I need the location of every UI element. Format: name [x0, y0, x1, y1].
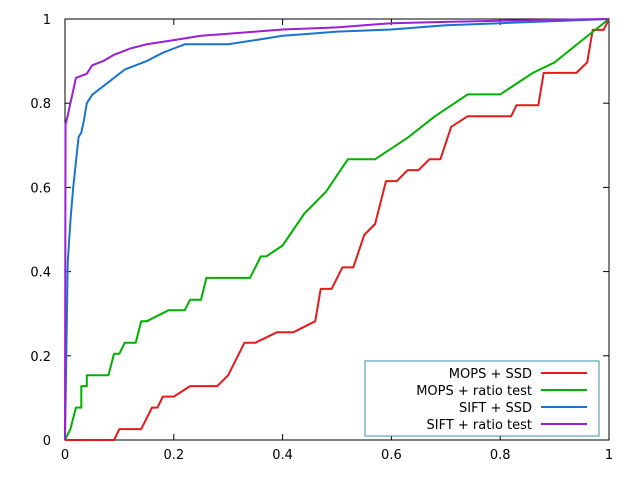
x-tick-label: 0.8 [490, 448, 511, 463]
legend-label-2: SIFT + SSD [459, 401, 532, 416]
x-tick-label: 1 [605, 448, 613, 463]
x-tick-label: 0.6 [381, 448, 402, 463]
series-line-3 [64, 18, 610, 441]
y-tick-label: 0.8 [30, 97, 51, 112]
legend-label-3: SIFT + ratio test [426, 418, 532, 433]
y-tick-label: 0.2 [30, 350, 51, 365]
series-line-1 [64, 18, 610, 441]
y-tick-label: 0.6 [30, 181, 51, 196]
series-layer [64, 18, 610, 441]
y-tick-label: 0.4 [30, 266, 51, 281]
series-line-2 [64, 18, 610, 441]
y-tick-label: 1 [43, 13, 51, 28]
legend-label-1: MOPS + ratio test [416, 384, 532, 399]
x-tick-label: 0 [61, 448, 69, 463]
y-tick-label: 0 [43, 434, 51, 449]
x-tick-label: 0.2 [163, 448, 184, 463]
series-line-0 [65, 18, 610, 441]
legend-label-0: MOPS + SSD [449, 367, 532, 382]
x-tick-label: 0.4 [272, 448, 293, 463]
legend: MOPS + SSD MOPS + ratio test SIFT + SSD SIF… [364, 360, 600, 437]
axis-ticks: 0 0.2 0.4 0.6 0.8 1 0 0.2 0.4 0.6 0.8 1 [30, 13, 613, 463]
